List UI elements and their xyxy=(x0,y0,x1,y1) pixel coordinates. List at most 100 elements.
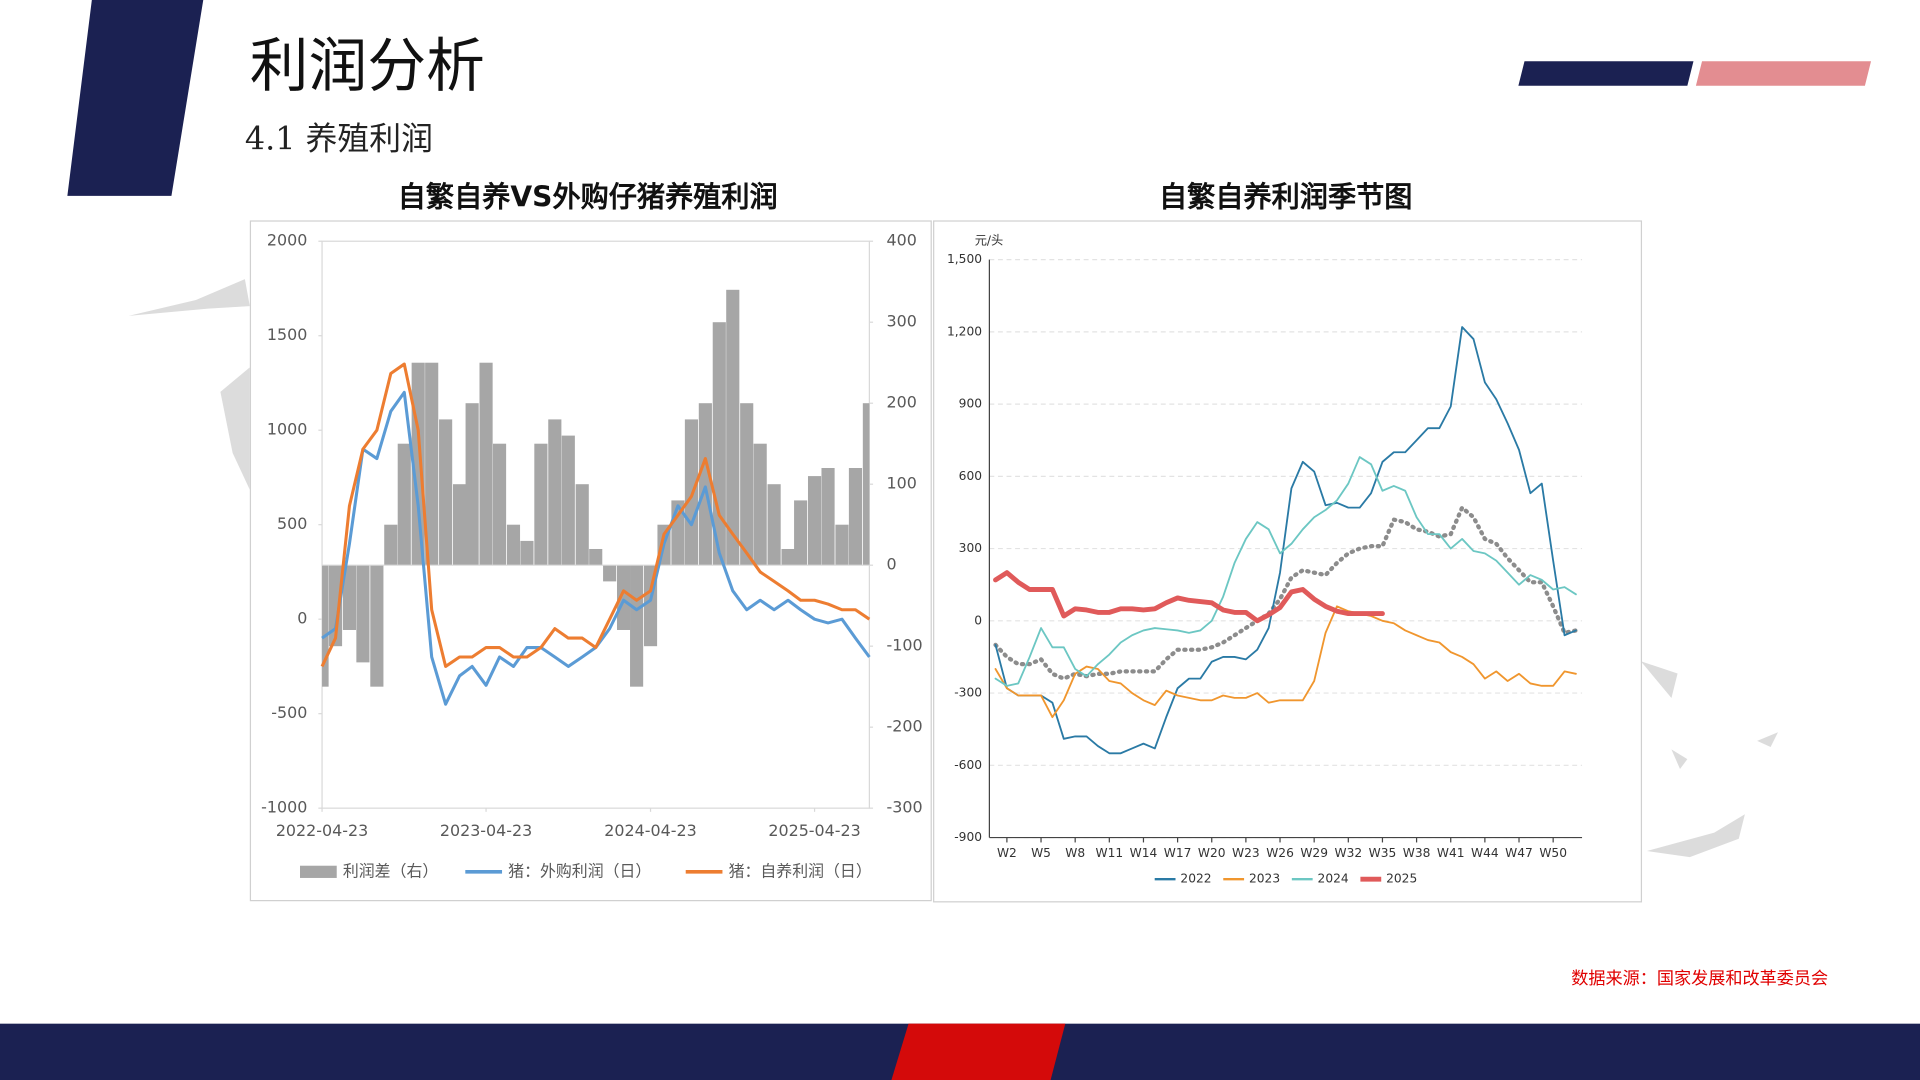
y2-tick-label: 300 xyxy=(887,312,917,331)
y-tick-label: 0 xyxy=(974,613,982,627)
legend-label: 利润差（右） xyxy=(343,861,438,880)
y-tick-label: 1500 xyxy=(267,325,307,344)
x-tick-label: W8 xyxy=(1065,846,1085,860)
y-tick-label: -1000 xyxy=(261,798,307,817)
charts: -1000-5000500100015002000-300-200-100010… xyxy=(261,231,1583,886)
bar xyxy=(821,468,835,566)
slide-subtitle: 4.1 养殖利润 xyxy=(245,119,433,157)
bar xyxy=(479,362,493,566)
data-source: 数据来源：国家发展和改革委员会 xyxy=(1571,969,1828,989)
header-bar xyxy=(1518,61,1694,86)
y-tick-label: 500 xyxy=(277,514,307,533)
bar xyxy=(452,484,467,566)
y-tick-label: -600 xyxy=(954,758,982,772)
legend-label: 2025 xyxy=(1386,872,1417,886)
bar xyxy=(848,468,863,566)
bar xyxy=(726,289,740,566)
y2-tick-label: 200 xyxy=(887,393,917,412)
x-tick-label: W35 xyxy=(1369,846,1397,860)
line-series xyxy=(993,570,1385,624)
y-tick-label: 600 xyxy=(959,469,982,483)
chart-title: 自繁自养利润季节图 xyxy=(1159,180,1412,213)
bar xyxy=(384,524,398,566)
bar xyxy=(767,484,781,566)
line-series xyxy=(994,605,1577,719)
x-tick-label: 2023-04-23 xyxy=(440,821,532,840)
y-tick-label: 300 xyxy=(959,541,982,555)
x-tick-label: W2 xyxy=(997,846,1017,860)
bar xyxy=(835,524,849,566)
map-decoration xyxy=(128,279,1778,858)
y2-tick-label: 100 xyxy=(887,474,917,493)
x-tick-label: 2025-04-23 xyxy=(768,821,860,840)
legend-label: 猪：外购利润（日） xyxy=(508,861,651,880)
bar xyxy=(356,565,370,663)
bar xyxy=(342,565,357,630)
bar xyxy=(807,476,822,566)
y-tick-label: -900 xyxy=(954,830,982,844)
x-tick-label: W5 xyxy=(1031,846,1051,860)
bar xyxy=(548,419,562,566)
y2-tick-label: -100 xyxy=(887,636,923,655)
footer-accent xyxy=(891,1023,1066,1080)
y-tick-label: 1,500 xyxy=(947,252,982,266)
bar xyxy=(753,443,767,566)
legend-label: 2022 xyxy=(1180,872,1211,886)
x-tick-label: W14 xyxy=(1130,846,1158,860)
bar xyxy=(492,443,507,566)
bar xyxy=(328,565,343,647)
y2-tick-label: 400 xyxy=(887,231,917,250)
line-series xyxy=(993,505,1579,681)
x-tick-label: W41 xyxy=(1437,846,1465,860)
y-axis-label: 元/头 xyxy=(975,234,1004,248)
x-tick-label: 2024-04-23 xyxy=(604,821,696,840)
y-tick-label: 0 xyxy=(297,609,307,628)
legend-label: 2023 xyxy=(1249,872,1280,886)
bar xyxy=(794,500,808,566)
x-tick-label: 2022-04-23 xyxy=(276,821,368,840)
y-tick-label: 900 xyxy=(959,397,982,411)
x-tick-label: W38 xyxy=(1403,846,1431,860)
x-tick-label: W29 xyxy=(1300,846,1328,860)
line-series xyxy=(994,326,1577,755)
header-bar xyxy=(1695,61,1872,86)
y2-tick-label: 0 xyxy=(887,555,897,574)
bar xyxy=(534,443,548,566)
bar xyxy=(322,565,329,687)
chart-title: 自繁自养VS外购仔猪养殖利润 xyxy=(398,180,778,213)
x-tick-label: W32 xyxy=(1334,846,1362,860)
bar xyxy=(439,419,453,566)
bar xyxy=(862,403,870,566)
y-tick-label: 1000 xyxy=(267,420,307,439)
legend-label: 2024 xyxy=(1318,872,1349,886)
bar xyxy=(561,435,575,566)
bar xyxy=(617,565,631,630)
bar xyxy=(370,565,384,687)
bar xyxy=(781,548,795,566)
x-tick-label: W23 xyxy=(1232,846,1260,860)
bar xyxy=(630,565,644,687)
line-series xyxy=(320,362,871,668)
bar xyxy=(740,403,754,566)
x-tick-label: W17 xyxy=(1164,846,1192,860)
legend-label: 猪：自养利润（日） xyxy=(729,861,872,880)
x-tick-label: W44 xyxy=(1471,846,1499,860)
x-tick-label: W50 xyxy=(1539,846,1567,860)
bar xyxy=(698,403,712,566)
y-tick-label: 2000 xyxy=(267,231,307,250)
y-tick-label: -300 xyxy=(954,686,982,700)
bar xyxy=(397,443,411,566)
y-tick-label: 1,200 xyxy=(947,324,982,338)
bar xyxy=(589,548,603,566)
legend-swatch xyxy=(300,865,337,878)
y2-tick-label: -300 xyxy=(887,798,923,817)
bar xyxy=(520,540,534,566)
bar xyxy=(506,524,521,566)
chart-frame xyxy=(933,220,1643,903)
bar xyxy=(465,403,479,566)
x-tick-label: W47 xyxy=(1505,846,1533,860)
line-series xyxy=(994,456,1577,687)
bar xyxy=(425,362,439,566)
